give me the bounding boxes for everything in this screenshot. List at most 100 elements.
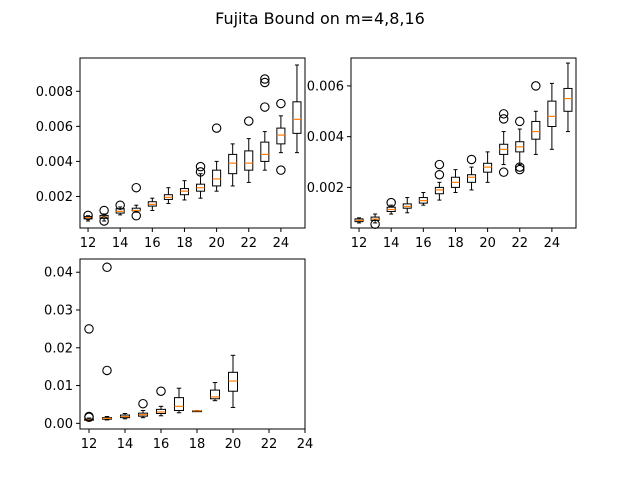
x-tick-label: 24 — [544, 236, 561, 251]
box-x23 — [531, 81, 541, 155]
outlier-point — [498, 114, 509, 124]
axes-frame — [79, 57, 306, 229]
box-x19 — [210, 382, 220, 402]
box-x13 — [370, 213, 380, 229]
y-tick-label: 0.002 — [36, 190, 73, 205]
box-iqr — [212, 169, 222, 187]
box-x25 — [292, 64, 302, 154]
box-iqr — [228, 371, 238, 392]
outlier-point — [102, 365, 112, 376]
box-x15 — [138, 398, 148, 419]
x-tick-label: 20 — [225, 437, 242, 452]
outlier-point — [260, 77, 270, 88]
x-tick-label: 18 — [176, 236, 193, 251]
y-tick-label: 0.004 — [36, 155, 73, 170]
outlier-point — [83, 210, 93, 221]
box-iqr — [276, 127, 286, 145]
outlier-point — [260, 74, 270, 84]
outlier-point — [84, 412, 94, 423]
outlier-point — [260, 102, 270, 112]
box-iqr — [244, 150, 254, 171]
outlier-point — [514, 162, 525, 172]
boxplot-panel-bottom-left: 12 14 16 18 20 22 24 0.00 0.01 0.02 0.03 0.04 — [44, 258, 314, 452]
box-x17 — [434, 159, 445, 201]
outlier-point — [434, 169, 445, 180]
x-tick-label: 14 — [383, 236, 400, 251]
outlier-point — [466, 154, 477, 165]
outlier-point — [498, 109, 509, 119]
outlier-point — [434, 159, 445, 170]
y-tick-label: 0.01 — [44, 379, 73, 394]
box-iqr — [467, 174, 477, 183]
box-x20 — [483, 151, 493, 183]
box-x18 — [192, 409, 202, 413]
outlier-point — [156, 386, 166, 396]
y-tick-label: 0.03 — [44, 304, 73, 319]
x-tick-label: 12 — [351, 236, 368, 251]
box-x19 — [466, 154, 477, 191]
outlier-point — [102, 262, 112, 273]
outlier-point — [386, 197, 396, 208]
outlier-point — [131, 210, 142, 221]
outlier-point — [211, 123, 222, 133]
x-tick-label: 22 — [261, 437, 278, 452]
box-x21 — [498, 109, 509, 177]
box-x16 — [156, 386, 166, 417]
box-x20 — [211, 123, 222, 192]
x-tick-label: 24 — [297, 437, 314, 452]
outlier-point — [131, 182, 142, 193]
box-x15 — [402, 197, 412, 214]
outlier-point — [99, 216, 109, 226]
boxplot-panel-top-left: 12 14 16 18 20 22 24 0.002 0.004 0.006 0.008 — [36, 57, 306, 251]
box-x19 — [195, 161, 206, 199]
x-tick-label: 18 — [447, 236, 464, 251]
box-x22 — [514, 116, 525, 175]
outlier-point — [84, 324, 94, 334]
box-x24 — [276, 98, 286, 175]
outlier-point — [195, 161, 206, 172]
box-x16 — [147, 197, 157, 211]
box-iqr — [292, 101, 302, 134]
box-iqr — [434, 186, 444, 195]
x-tick-label: 22 — [511, 236, 528, 251]
box-iqr — [210, 389, 220, 400]
x-tick-label: 16 — [153, 437, 170, 452]
box-x14 — [386, 197, 396, 215]
outlier-point — [195, 167, 206, 177]
box-x12 — [84, 324, 94, 423]
box-x18 — [179, 180, 189, 201]
box-iqr — [483, 162, 493, 173]
outlier-point — [244, 116, 254, 126]
box-iqr — [260, 141, 270, 162]
y-tick-label: 0.002 — [307, 181, 344, 196]
box-x12 — [83, 210, 93, 222]
outlier-point — [514, 164, 525, 175]
outlier-point — [115, 200, 125, 210]
x-tick-label: 20 — [479, 236, 496, 251]
box-x25 — [563, 62, 573, 133]
box-x16 — [418, 191, 428, 206]
box-x21 — [228, 143, 238, 187]
box-iqr — [228, 153, 238, 175]
outlier-point — [276, 165, 286, 175]
box-x20 — [228, 354, 238, 408]
boxplot-panel-top-right: 12 14 16 18 20 22 24 0.002 0.004 0.006 — [307, 57, 577, 251]
box-iqr — [174, 397, 184, 411]
x-tick-label: 12 — [80, 236, 97, 251]
x-tick-label: 14 — [112, 236, 129, 251]
box-x14 — [115, 200, 125, 216]
box-x13 — [99, 205, 109, 226]
box-iqr — [563, 87, 573, 112]
outlier-point — [99, 205, 109, 216]
x-tick-label: 20 — [208, 236, 225, 251]
x-tick-label: 16 — [415, 236, 432, 251]
x-tick-label: 18 — [189, 437, 206, 452]
x-tick-label: 12 — [81, 437, 98, 452]
box-x24 — [547, 82, 557, 150]
box-x15 — [131, 182, 142, 221]
outlier-point — [498, 167, 509, 177]
outlier-point — [276, 98, 286, 109]
y-tick-label: 0.00 — [44, 417, 73, 432]
outlier-point — [370, 219, 380, 229]
